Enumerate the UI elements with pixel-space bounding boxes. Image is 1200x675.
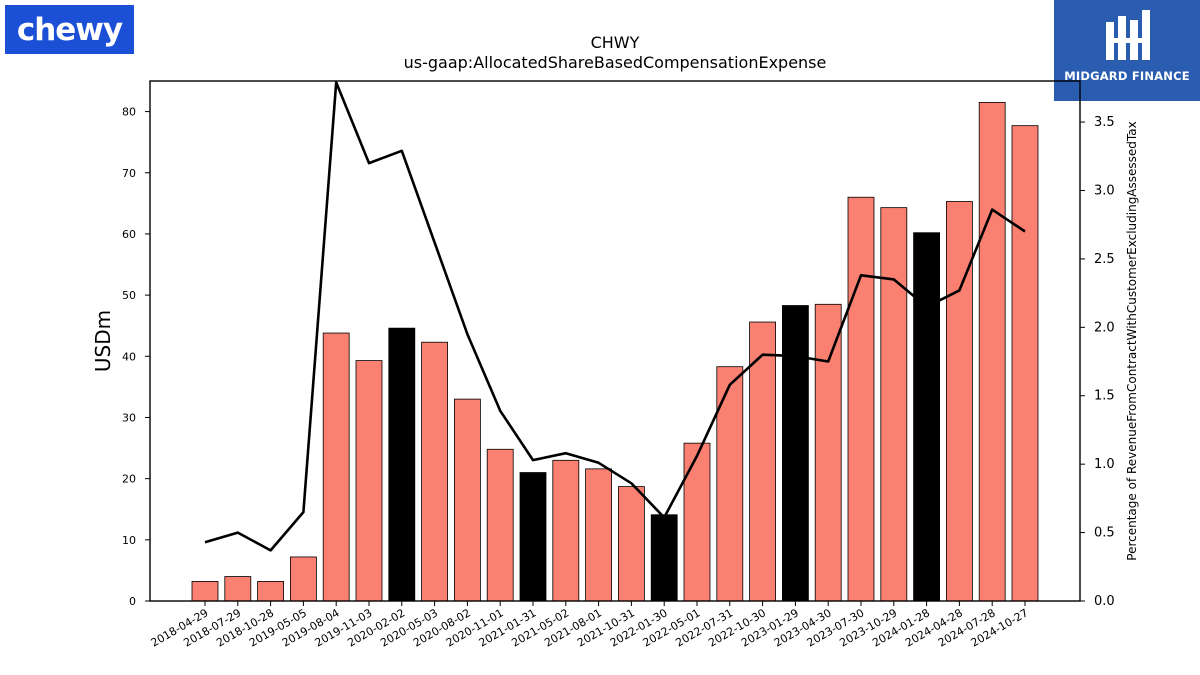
y-tick-label: 60 bbox=[122, 228, 136, 241]
bar-2019-11-03 bbox=[355, 360, 383, 602]
percentage-line bbox=[204, 81, 1026, 552]
bar-2024-01-28 bbox=[913, 232, 940, 602]
bar-2019-05-05 bbox=[289, 556, 317, 602]
bar-2020-11-01 bbox=[486, 448, 514, 602]
bar-2021-10-31 bbox=[618, 486, 645, 602]
bar-2022-05-01 bbox=[683, 442, 711, 602]
bar-2023-01-29 bbox=[782, 305, 809, 602]
y2-tick-label: 2.0 bbox=[1094, 320, 1115, 335]
bar-2020-08-02 bbox=[453, 398, 481, 602]
bar-2018-04-29 bbox=[191, 581, 219, 602]
bar-2020-02-02 bbox=[388, 327, 416, 602]
bar-2018-07-29 bbox=[224, 576, 252, 602]
y2-axis-label: Percentage of RevenueFromContractWithCus… bbox=[1125, 121, 1139, 560]
y2-tick-label: 3.5 bbox=[1094, 115, 1115, 130]
y2-tick-label: 0.5 bbox=[1094, 526, 1115, 541]
midgard-finance-logo: MIDGARD FINANCE bbox=[1054, 0, 1200, 101]
chart-subtitle: us-gaap:AllocatedShareBasedCompensationE… bbox=[404, 53, 827, 72]
midgard-mark-icon bbox=[1106, 10, 1150, 60]
y2-tick-label: 1.0 bbox=[1094, 457, 1115, 472]
y-tick-label: 30 bbox=[122, 411, 136, 424]
y-tick-label: 50 bbox=[122, 289, 136, 302]
y2-tick-label: 1.5 bbox=[1094, 389, 1115, 404]
bar-2022-01-30 bbox=[650, 514, 678, 602]
y-tick-label: 70 bbox=[122, 167, 136, 180]
chart-title: CHWY bbox=[591, 33, 640, 52]
plot-frame bbox=[149, 80, 1081, 602]
y-tick-label: 20 bbox=[122, 473, 136, 486]
bar-2021-01-31 bbox=[519, 472, 547, 602]
bar-2018-10-28 bbox=[257, 581, 285, 602]
y-tick-label: 80 bbox=[122, 106, 136, 119]
y2-tick-label: 0.0 bbox=[1094, 594, 1115, 609]
bar-2024-10-27 bbox=[1011, 125, 1039, 602]
bar-2022-10-30 bbox=[749, 321, 776, 602]
y-tick-label: 40 bbox=[122, 350, 136, 363]
bars-group bbox=[191, 102, 1039, 602]
y2-tick-label: 3.0 bbox=[1094, 183, 1115, 198]
midgard-finance-wordmark: MIDGARD FINANCE bbox=[1064, 69, 1190, 83]
bar-2023-07-30 bbox=[847, 196, 875, 602]
chewy-logo: chewy bbox=[5, 5, 134, 54]
bar-2024-04-28 bbox=[946, 201, 973, 602]
bar-2021-05-02 bbox=[552, 459, 580, 602]
bar-2023-04-30 bbox=[814, 303, 842, 602]
y-tick-label: 10 bbox=[122, 534, 136, 547]
y2-tick-label: 2.5 bbox=[1094, 252, 1115, 267]
bar-2020-05-03 bbox=[421, 341, 449, 602]
bar-2024-07-28 bbox=[978, 102, 1006, 602]
y-axis-label: USDm bbox=[91, 310, 115, 372]
bar-2019-08-04 bbox=[322, 332, 350, 602]
line-layer bbox=[204, 81, 1026, 552]
bar-2023-10-29 bbox=[880, 207, 908, 602]
y-tick-label: 0 bbox=[129, 595, 136, 608]
bar-2021-08-01 bbox=[585, 468, 612, 602]
